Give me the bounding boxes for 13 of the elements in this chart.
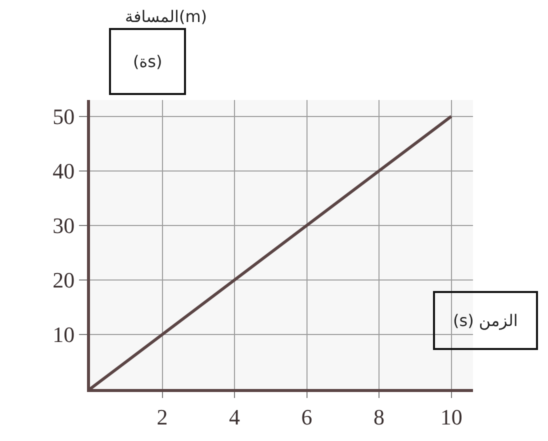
- x-tick-label: 6: [301, 404, 312, 430]
- y-tick-label: 50: [52, 104, 75, 130]
- y-tick-label: 20: [52, 268, 75, 293]
- x-tick-label: 4: [229, 404, 240, 430]
- text: (ةs): [133, 52, 162, 71]
- y-tick-label: 10: [52, 322, 75, 348]
- y-axis-title: المسافة(m): [125, 7, 208, 26]
- y-tick-label: 40: [52, 158, 75, 184]
- x-tick-label: 2: [156, 404, 168, 430]
- y-tick-label: 30: [52, 213, 75, 238]
- x-tick-label: 10: [440, 404, 462, 430]
- x-tick-label: 8: [374, 404, 385, 430]
- x-axis-title: (s) الزمن: [453, 311, 518, 330]
